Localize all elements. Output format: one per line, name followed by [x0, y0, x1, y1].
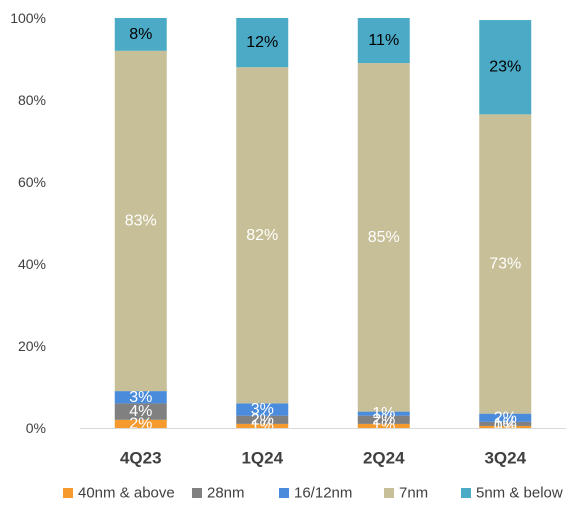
data-label: 1% — [251, 417, 274, 434]
data-label: 8% — [129, 26, 152, 43]
x-axis: 4Q23 1Q24 2Q24 3Q24 — [80, 428, 566, 468]
bar-segment — [114, 403, 167, 420]
data-label: 11% — [368, 32, 399, 49]
data-label: 83% — [125, 212, 157, 229]
bar-segment — [357, 411, 410, 416]
legend-label: 40nm & above — [78, 485, 175, 502]
x-category-label: 4Q23 — [120, 449, 162, 468]
bar-stack-2Q24: 1%2%1% 85% 11% — [357, 18, 410, 434]
bar-stack-4Q23: 2%4%3%83%8% — [114, 18, 167, 432]
data-label: 12% — [246, 34, 278, 51]
y-tick-label: 100% — [10, 10, 46, 26]
legend-label: 7nm — [399, 485, 428, 502]
data-label: 23% — [489, 59, 521, 76]
data-label: 0% — [494, 418, 517, 435]
data-label: 82% — [246, 227, 278, 244]
data-label: 1% — [372, 417, 395, 434]
data-label: 3% — [129, 389, 152, 406]
y-tick-label: 0% — [26, 420, 46, 436]
legend-label: 16/12nm — [294, 485, 352, 502]
x-category-label: 2Q24 — [363, 449, 405, 468]
y-tick-label: 40% — [18, 256, 46, 272]
bar-segment — [114, 50, 167, 392]
x-category-label: 1Q24 — [241, 449, 283, 468]
bar-segment — [114, 18, 167, 51]
legend-label: 5nm & below — [476, 485, 563, 502]
bar-segment — [236, 423, 289, 428]
legend-item: 7nm — [384, 485, 428, 502]
legend: 40nm & above 28nm 16/12nm 7nm 5nm & below — [63, 485, 563, 502]
legend-swatch — [461, 488, 471, 498]
bar-segment — [357, 423, 410, 428]
bar-segment — [114, 419, 167, 428]
bar-segment — [479, 413, 532, 422]
bar-segment — [357, 63, 410, 412]
bar-segment — [479, 114, 532, 414]
bar-segment — [236, 403, 289, 416]
data-label: 85% — [368, 229, 400, 246]
bar-stack-3Q24: 0%1%2%73%23% — [479, 20, 532, 435]
y-tick-label: 60% — [18, 174, 46, 190]
data-label: 4% — [129, 403, 152, 420]
bar-segment — [479, 425, 532, 428]
bar-stack-1Q24: 1%2%3% 82% 12% — [236, 18, 289, 434]
legend-label: 28nm — [207, 485, 245, 502]
data-label: 73% — [489, 256, 521, 273]
legend-swatch — [384, 488, 394, 498]
legend-swatch — [192, 488, 202, 498]
bar-segment — [479, 20, 532, 115]
y-tick-label: 80% — [18, 92, 46, 108]
data-label: 3% — [251, 401, 274, 418]
legend-item: 5nm & below — [461, 485, 563, 502]
y-tick-label: 20% — [18, 338, 46, 354]
bar-segment — [236, 18, 289, 68]
bar-segment — [236, 67, 289, 404]
data-label: 2% — [372, 411, 395, 428]
data-label: 2% — [251, 411, 274, 428]
bar-segment — [236, 415, 289, 424]
bars: 2%4%3%83%8%1%2%3%82%12%1%2%1%85%11%0%1%2… — [114, 18, 532, 435]
bar-segment — [479, 421, 532, 426]
legend-swatch — [63, 488, 73, 498]
legend-item: 16/12nm — [279, 485, 352, 502]
y-axis: 0% 20% 40% 60% 80% 100% — [10, 10, 46, 436]
data-label: 2% — [494, 409, 517, 426]
x-category-label: 3Q24 — [484, 449, 526, 468]
bar-segment — [114, 391, 167, 404]
bar-segment — [357, 18, 410, 64]
data-label: 1% — [372, 405, 395, 422]
bar-segment — [357, 415, 410, 424]
legend-item: 28nm — [192, 485, 245, 502]
legend-item: 40nm & above — [63, 485, 175, 502]
legend-swatch — [279, 488, 289, 498]
